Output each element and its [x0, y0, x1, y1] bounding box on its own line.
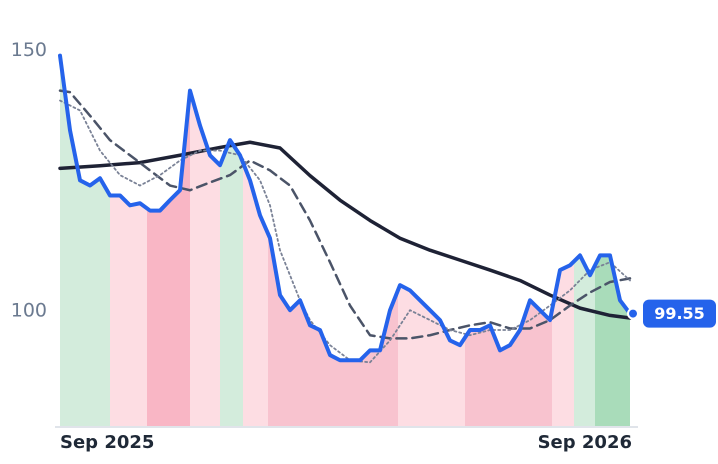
series-line: [58, 89, 632, 340]
series-line: [58, 53, 632, 363]
band: [60, 55, 110, 426]
band: [465, 55, 552, 426]
band: [190, 55, 220, 426]
band: [147, 55, 190, 426]
last-point: [627, 307, 639, 320]
y-tick-label: 100: [11, 300, 47, 322]
band: [574, 55, 595, 426]
value-badge-label: 99.55: [654, 304, 705, 323]
band: [552, 55, 574, 426]
band: [595, 55, 630, 426]
series-line: [58, 140, 632, 320]
value-badge: [643, 299, 716, 328]
y-tick-label: 150: [11, 39, 47, 61]
band: [110, 55, 147, 426]
series-line: [59, 99, 631, 364]
x-tick-label: Sep 2026: [538, 432, 632, 453]
band: [220, 55, 243, 426]
bands: [60, 55, 630, 426]
band: [268, 55, 398, 426]
lines: [58, 53, 632, 364]
band: [398, 55, 465, 426]
x-tick-label: Sep 2025: [60, 432, 154, 453]
